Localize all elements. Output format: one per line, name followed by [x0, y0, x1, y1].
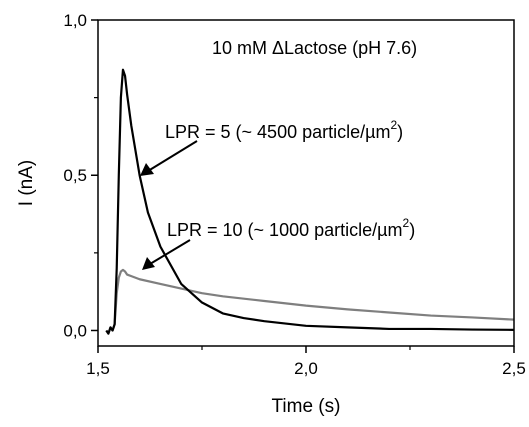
x-tick-label-2: 2,5	[502, 359, 526, 378]
condition-annotation: 10 mM ΔLactose (pH 7.6)	[212, 38, 417, 58]
series-line-0	[105, 68, 515, 335]
x-tick-label-0: 1,5	[86, 359, 110, 378]
tick-labels: 1,5 2,0 2,5 0,0 0,5 1,0	[63, 11, 525, 378]
series-line-1	[105, 268, 515, 335]
y-tick-label-2: 1,0	[63, 11, 87, 30]
series-layer	[105, 68, 515, 335]
x-tick-label-1: 2,0	[294, 359, 318, 378]
y-tick-label-1: 0,5	[63, 166, 87, 185]
lpr5-arrow	[140, 140, 198, 176]
x-axis-label: Time (s)	[272, 396, 341, 417]
y-axis-label: I (nA)	[16, 160, 37, 206]
y-tick-label-0: 0,0	[63, 321, 87, 340]
lpr10-label: LPR = 10 (~ 1000 particle/µm2)	[167, 216, 415, 240]
plot-frame	[97, 19, 515, 347]
lpr10-arrow	[142, 239, 191, 270]
lpr5-label: LPR = 5 (~ 4500 particle/µm2)	[165, 118, 403, 142]
tick-marks	[91, 19, 515, 353]
